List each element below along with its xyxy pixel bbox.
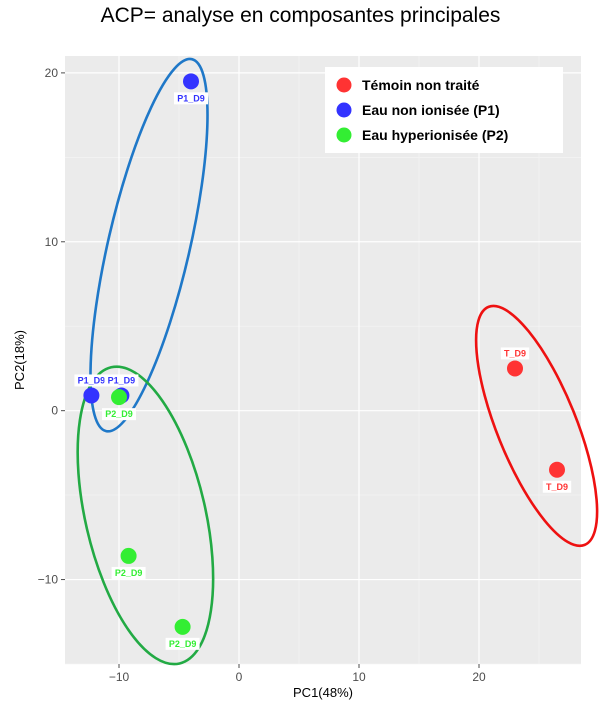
data-point [111,389,127,406]
point-label-bg [500,347,530,360]
data-point [507,360,523,377]
data-point [183,73,199,90]
data-point [549,461,565,478]
x-tick-label: 20 [472,670,486,684]
legend-key [336,127,352,143]
point-label: T_D9 [546,482,568,492]
point-label-bg [74,374,109,387]
point-label: P1_D9 [78,375,106,385]
y-tick-label: −10 [38,573,59,587]
point-label: T_D9 [504,348,526,358]
y-tick-label: 0 [51,404,58,418]
data-point [120,547,137,564]
legend-key [336,77,352,93]
chart-title: ACP= analyse en composantes principales [100,4,501,27]
legend-key [336,102,352,118]
confidence-ellipse [474,304,599,548]
data-point [83,387,100,404]
point-label-bg [174,92,208,105]
point-label-bg [104,374,139,387]
legend-label: Eau hyperionisée (P2) [362,127,508,143]
point-label-bg [111,566,146,579]
point-label-bg [102,408,136,421]
point-label-bg [165,637,200,650]
point-label: P1_D9 [177,93,205,103]
confidence-ellipse [89,57,209,433]
y-tick-label: 20 [45,66,59,80]
x-tick-label: 10 [352,670,366,684]
point-label: P2_D9 [169,639,197,649]
x-tick-label: −10 [109,670,130,684]
y-tick-label: 10 [45,235,59,249]
y-axis-label: PC2(18%) [12,330,27,390]
legend-box [325,67,563,153]
legend-label: Eau non ionisée (P1) [362,102,500,118]
point-label-bg [542,480,572,493]
point-label: P1_D9 [108,375,136,385]
data-point [174,618,191,635]
confidence-ellipse [76,365,215,666]
point-label: P2_D9 [115,568,143,578]
x-axis-label: PC1(48%) [293,685,353,700]
point-label: P2_D9 [105,409,133,419]
x-tick-label: 0 [236,670,243,684]
legend-label: Témoin non traité [362,77,480,93]
